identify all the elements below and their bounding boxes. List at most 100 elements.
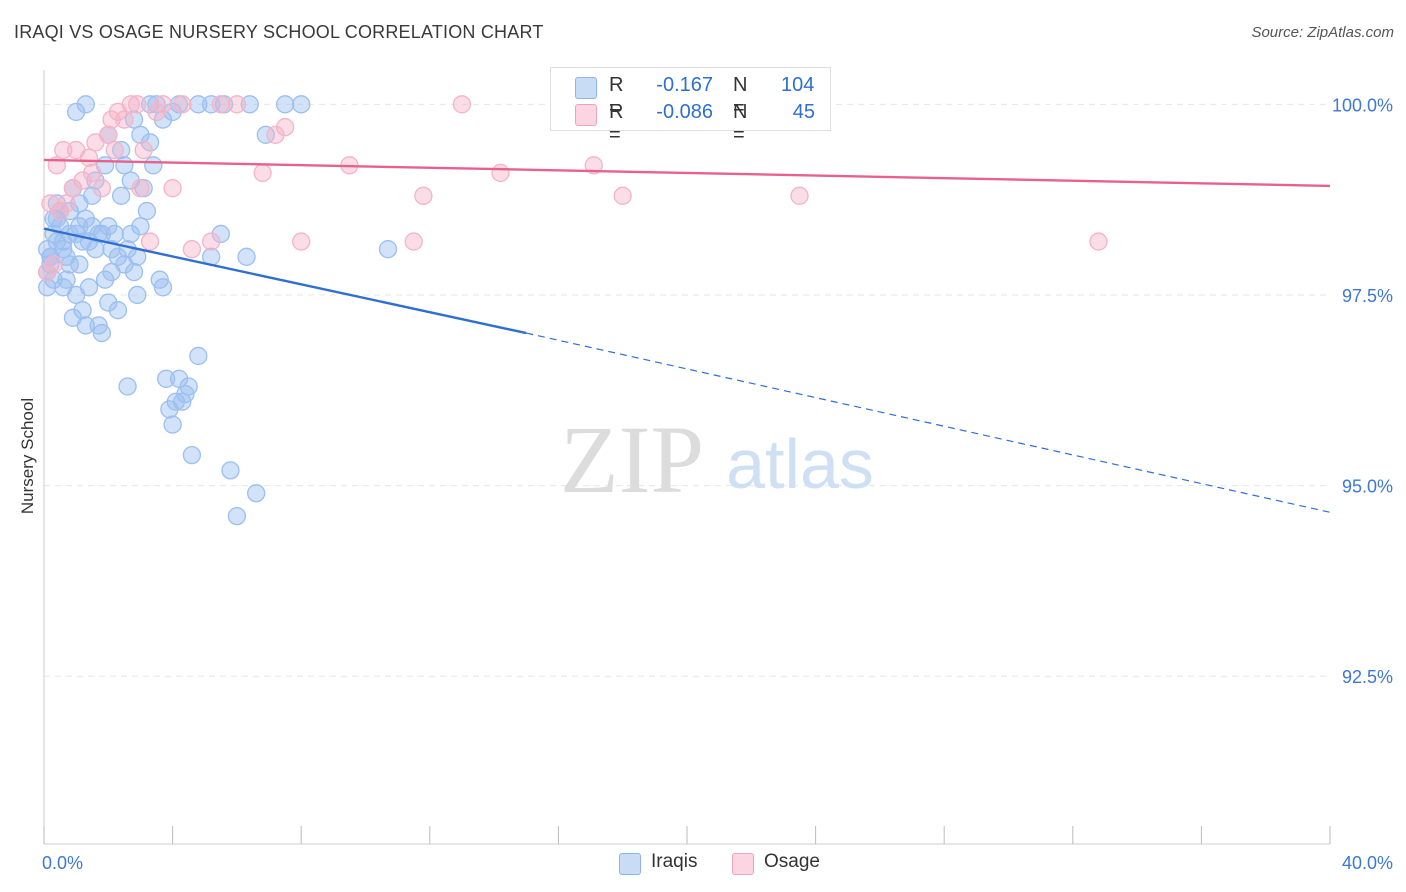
iraqis-point xyxy=(83,186,102,205)
trend-lines xyxy=(43,158,1331,513)
iraqis-point xyxy=(237,247,256,266)
r-value: -0.167 xyxy=(656,74,713,96)
iraqis-point xyxy=(211,224,230,244)
iraqis-trend-line xyxy=(43,227,527,335)
osage-point xyxy=(41,194,60,213)
y-tick-label: 95.0% xyxy=(1342,477,1393,497)
iraqis-point xyxy=(99,293,118,312)
iraqis-point xyxy=(54,240,73,259)
watermark: ZIP atlas xyxy=(560,406,874,513)
iraqis-point xyxy=(60,255,79,274)
series-osage xyxy=(38,95,1108,282)
iraqis-point xyxy=(189,346,208,366)
osage-point xyxy=(121,95,140,114)
iraqis-point xyxy=(247,484,266,503)
y-tick-label: 100.0% xyxy=(1332,95,1393,115)
osage-point xyxy=(153,95,173,114)
osage-point xyxy=(414,186,433,205)
watermark-zip: ZIP xyxy=(560,406,704,513)
osage-point xyxy=(140,232,160,251)
osage-point xyxy=(134,140,153,160)
osage-point xyxy=(211,95,230,114)
iraqis-point xyxy=(166,392,185,411)
n-label: N = xyxy=(733,74,748,119)
iraqis-point xyxy=(92,323,112,343)
r-value: -0.086 xyxy=(656,101,713,123)
osage-point xyxy=(202,232,221,251)
iraqis-point xyxy=(105,224,124,244)
iraqis-point xyxy=(221,461,240,480)
iraqis-point xyxy=(137,201,157,221)
watermark-atlas: atlas xyxy=(726,425,874,503)
chart-title: IRAQI VS OSAGE NURSERY SCHOOL CORRELATIO… xyxy=(14,22,544,42)
osage-swatch xyxy=(575,104,597,126)
osage-point xyxy=(83,163,102,183)
iraqis-point xyxy=(76,95,95,114)
iraqis-point xyxy=(57,270,76,289)
iraqis-point xyxy=(67,102,86,122)
iraqis-point xyxy=(121,171,140,190)
iraqis-point xyxy=(86,240,105,259)
osage-swatch xyxy=(732,853,754,875)
iraqis-point xyxy=(112,186,131,205)
y-tick-label: 92.5% xyxy=(1342,667,1393,687)
n-value: 45 xyxy=(792,101,815,123)
osage-point xyxy=(584,156,603,175)
iraqis-point xyxy=(179,377,198,396)
iraqis-point xyxy=(147,95,166,114)
iraqis-point xyxy=(70,255,89,274)
osage-point xyxy=(115,110,134,129)
iraqis-point xyxy=(292,95,311,114)
grid xyxy=(44,103,1330,677)
y-axis-label: Nursery School xyxy=(18,398,37,514)
osage-trend-line xyxy=(43,158,1331,188)
x-tick-label-max: 40.0% xyxy=(1342,853,1393,873)
osage-point xyxy=(173,95,192,114)
osage-point xyxy=(63,179,83,198)
legend-label: Osage xyxy=(764,851,820,872)
iraqis-point xyxy=(124,110,144,129)
iraqis-point xyxy=(73,301,92,320)
iraqis-point xyxy=(102,262,121,282)
iraqis-point xyxy=(115,156,134,175)
iraqis-point xyxy=(121,224,140,244)
osage-point xyxy=(404,232,423,251)
legend-label: Iraqis xyxy=(651,851,698,872)
osage-point xyxy=(163,179,182,198)
osage-point xyxy=(131,179,150,198)
iraqis-point xyxy=(144,156,163,175)
osage-point xyxy=(73,171,92,190)
osage-point xyxy=(790,186,809,205)
iraqis-point xyxy=(89,224,108,244)
n-value: 104 xyxy=(781,74,815,96)
osage-point xyxy=(253,163,272,183)
iraqis-point xyxy=(76,316,95,335)
iraqis-point xyxy=(124,262,144,282)
osage-point xyxy=(266,125,285,144)
osage-point xyxy=(105,140,124,160)
osage-point xyxy=(128,95,147,114)
osage-point xyxy=(92,179,112,198)
iraqis-trend-extension xyxy=(526,332,1331,513)
iraqis-point xyxy=(227,506,247,526)
osage-point xyxy=(54,140,73,160)
osage-point xyxy=(292,232,311,251)
osage-point xyxy=(182,240,202,259)
osage-point xyxy=(57,194,76,213)
iraqis-point xyxy=(108,301,128,320)
iraqis-point xyxy=(118,377,137,396)
y-tick-label: 97.5% xyxy=(1342,286,1393,306)
iraqis-point xyxy=(169,369,189,388)
osage-point xyxy=(491,163,510,183)
source-label: Source: ZipAtlas.com xyxy=(1251,24,1394,41)
series-legend: Iraqis Osage xyxy=(0,850,1406,880)
osage-point xyxy=(227,95,247,114)
correlation-legend: R = -0.167 N = 104 R = -0.086 N = 45 xyxy=(550,67,831,146)
iraqis-point xyxy=(163,415,182,434)
x-tick-label-min: 0.0% xyxy=(42,853,83,873)
r-label: R = xyxy=(609,101,624,146)
iraqis-point xyxy=(189,95,208,114)
iraqis-point xyxy=(70,217,89,236)
iraqis-point xyxy=(131,125,150,144)
